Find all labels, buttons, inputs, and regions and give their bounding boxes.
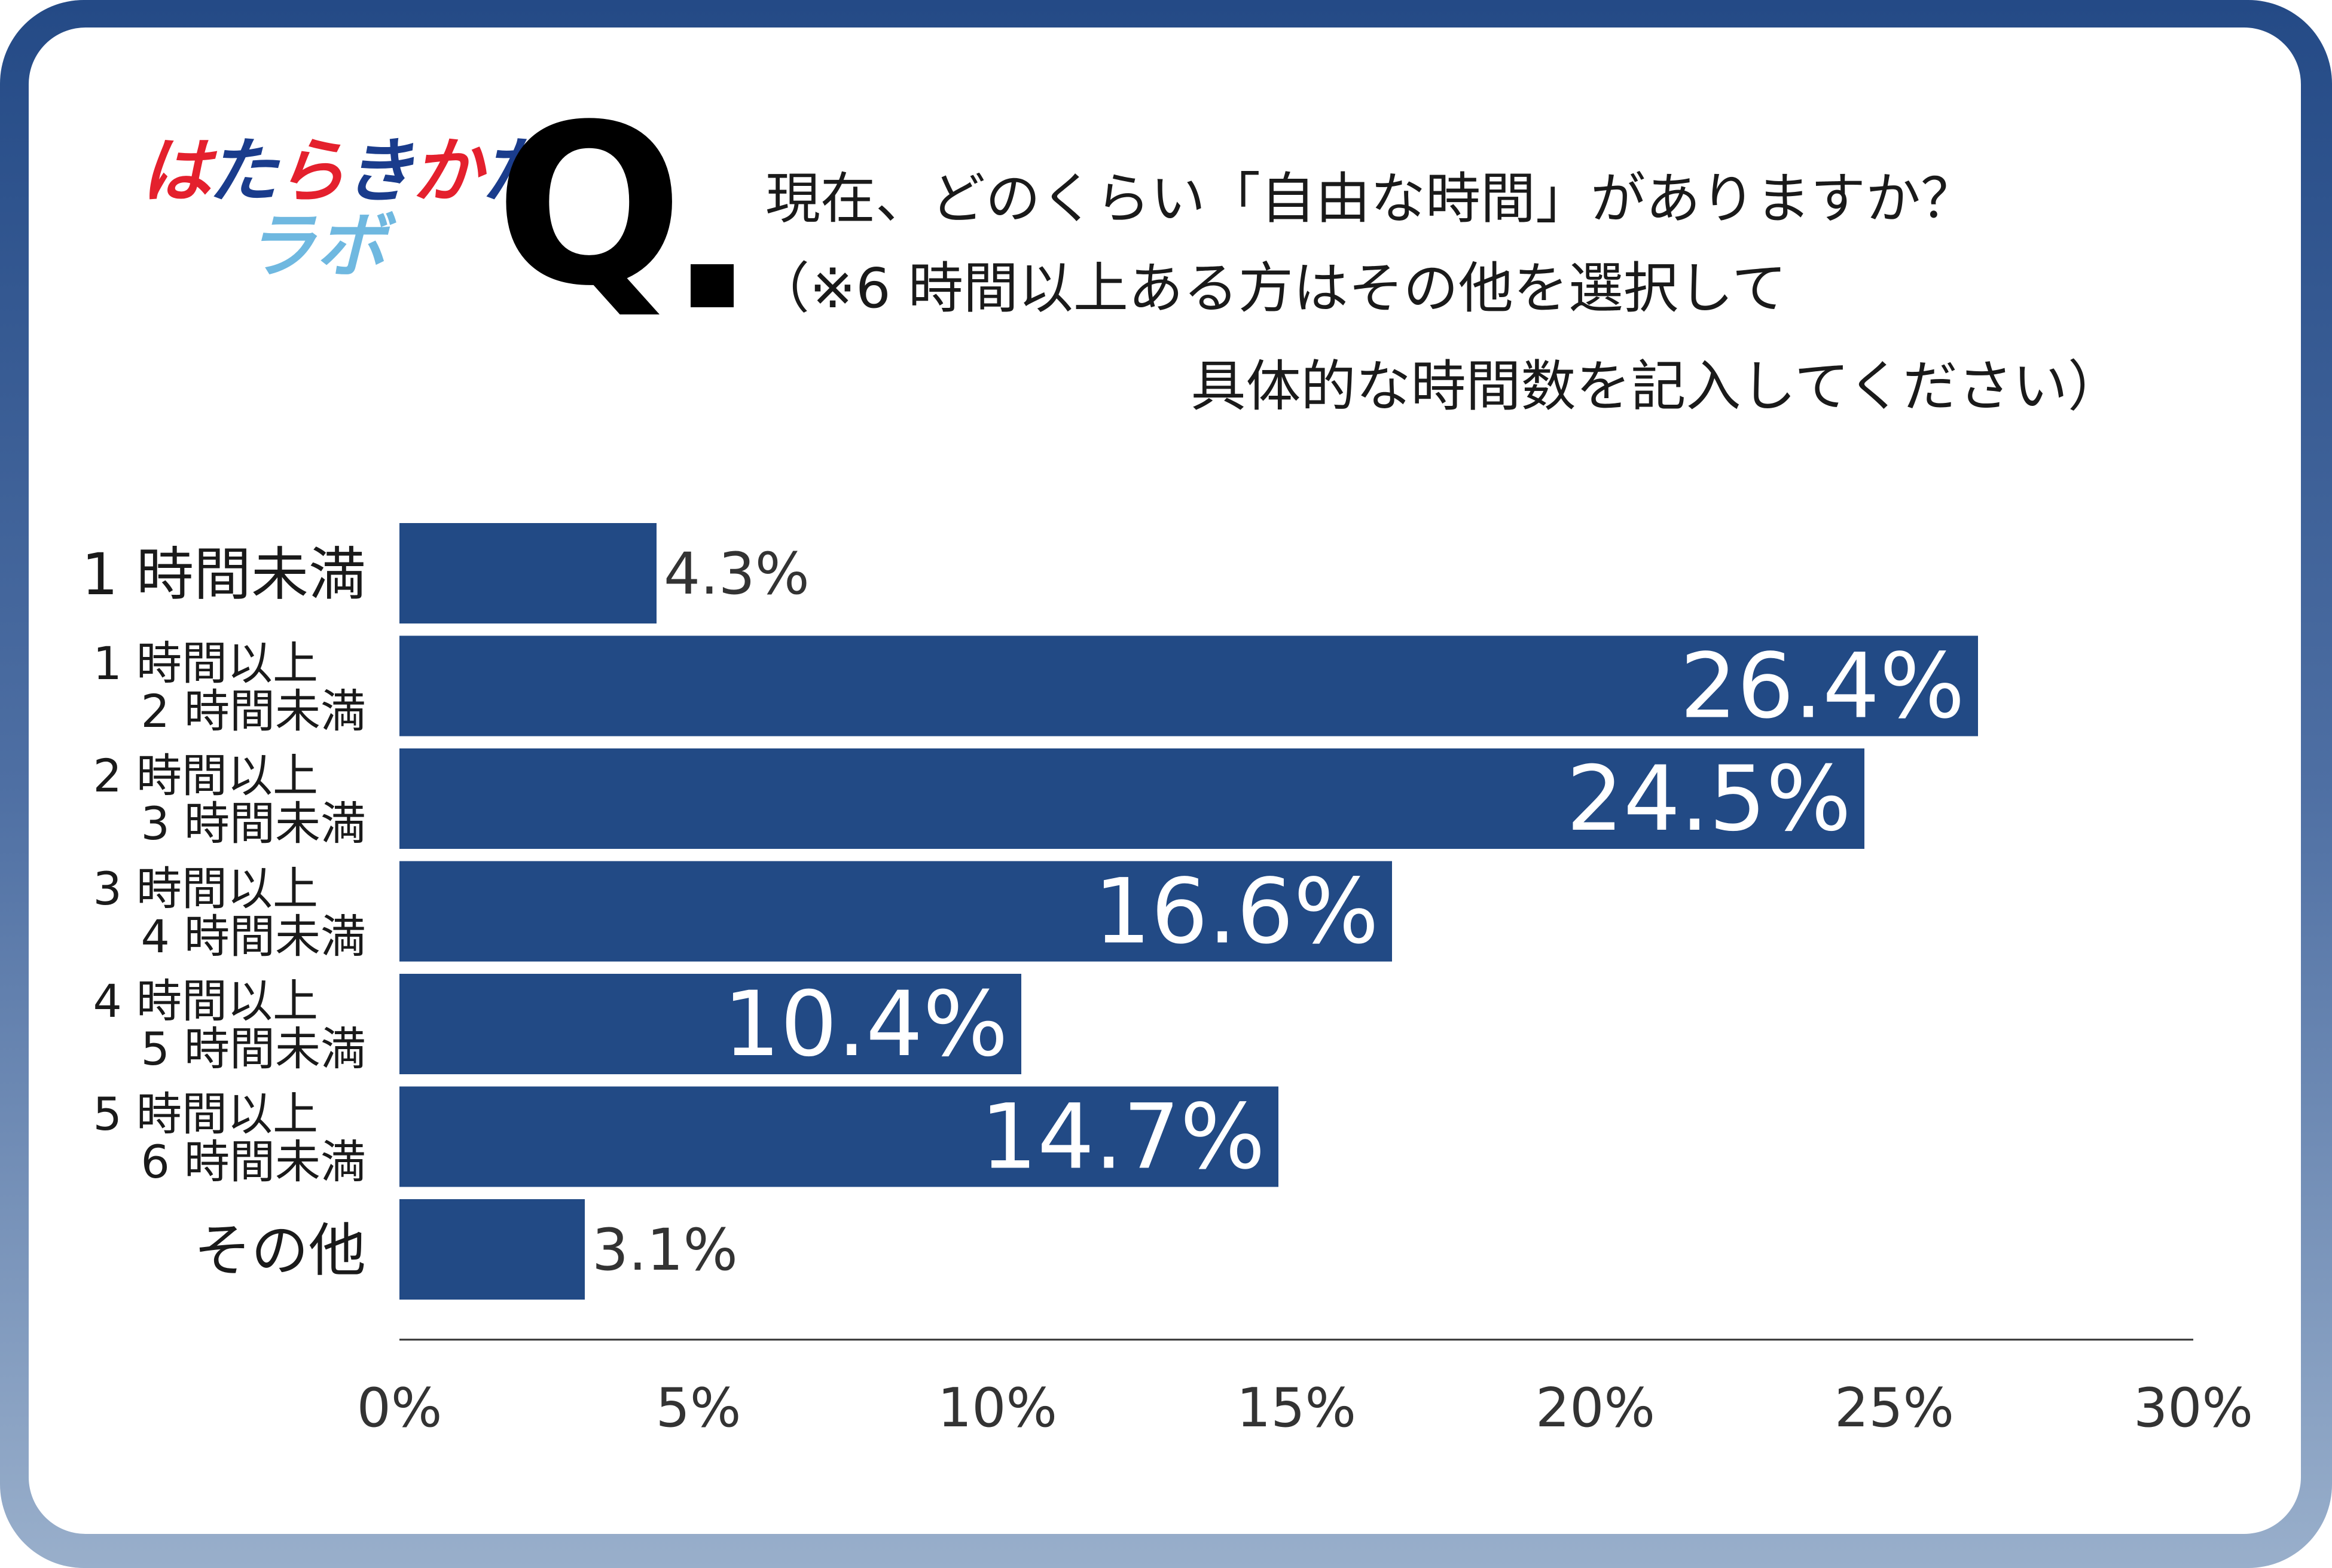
- logo-char: ら: [275, 130, 346, 212]
- logo-wordmark-lab: ラボ: [245, 204, 387, 287]
- category-label-line: 3 時間以上: [93, 861, 318, 915]
- category-label-line: 2 時間以上: [93, 749, 318, 802]
- bar: [399, 861, 1392, 962]
- category-label: 2 時間以上 3 時間未満: [93, 752, 366, 848]
- category-label-line: 4 時間以上: [93, 974, 318, 1028]
- category-label-line: 2 時間未満: [141, 684, 366, 738]
- x-tick-label: 30%: [2133, 1377, 2253, 1439]
- bar-value-label: 26.4%: [1680, 635, 1965, 739]
- category-label-line: 3 時間未満: [141, 797, 366, 850]
- bar: [399, 635, 1978, 736]
- bar: [399, 523, 657, 623]
- question-dot: [691, 264, 734, 307]
- bar: [399, 1199, 585, 1300]
- category-label: 1 時間未満: [81, 541, 366, 608]
- category-label: 1 時間以上 2 時間未満: [93, 636, 366, 738]
- logo-char: た: [207, 130, 278, 212]
- bar-value-label: 4.3%: [664, 540, 810, 607]
- category-label-line: 5 時間以上: [93, 1087, 318, 1141]
- bar-value-label: 3.1%: [592, 1217, 738, 1283]
- bar-value-label: 16.6%: [1094, 860, 1379, 964]
- question-note-line1: （※6 時間以上ある方はその他を選択して: [755, 256, 1787, 320]
- category-label: 4 時間以上 5 時間未満: [93, 977, 366, 1073]
- logo-char: た: [480, 130, 551, 212]
- category-label: 3 時間以上 4 時間未満: [93, 861, 366, 963]
- category-label-line: 1 時間以上: [93, 636, 318, 690]
- category-label-line: 5 時間未満: [141, 1022, 366, 1075]
- question-mark-q: Q: [495, 78, 683, 335]
- x-tick-label: 5%: [656, 1377, 741, 1439]
- bar-value-label: 10.4%: [723, 973, 1008, 1077]
- bar: [399, 974, 1021, 1074]
- category-label: その他: [194, 1217, 366, 1284]
- x-tick-label: 25%: [1835, 1377, 1954, 1439]
- question-note-line2: 具体的な時間数を記入してください）: [1191, 354, 2123, 418]
- bar-value-label: 24.5%: [1566, 747, 1851, 851]
- logo-char: か: [411, 130, 483, 212]
- x-tick-label: 10%: [938, 1377, 1057, 1439]
- category-label-line: 6 時間未満: [141, 1135, 366, 1188]
- bar: [399, 748, 1864, 849]
- hatarakikata-lab-logo: はたらきかた ラボ: [141, 114, 551, 287]
- bar-value-label: 14.7%: [980, 1086, 1265, 1190]
- logo-char: き: [343, 130, 414, 212]
- category-label: 5 時間以上 6 時間未満: [93, 1090, 366, 1186]
- logo-wordmark: はたらきかた: [141, 114, 551, 216]
- question-text: 現在、どのくらい「自由な時間」がありますか？: [765, 167, 1976, 231]
- logo-char: は: [141, 130, 210, 212]
- x-tick-label: 20%: [1536, 1377, 1655, 1439]
- x-tick-label: 0%: [357, 1377, 442, 1439]
- x-tick-label: 15%: [1237, 1377, 1356, 1439]
- bar: [399, 1086, 1278, 1187]
- category-label-line: 4 時間未満: [141, 909, 366, 963]
